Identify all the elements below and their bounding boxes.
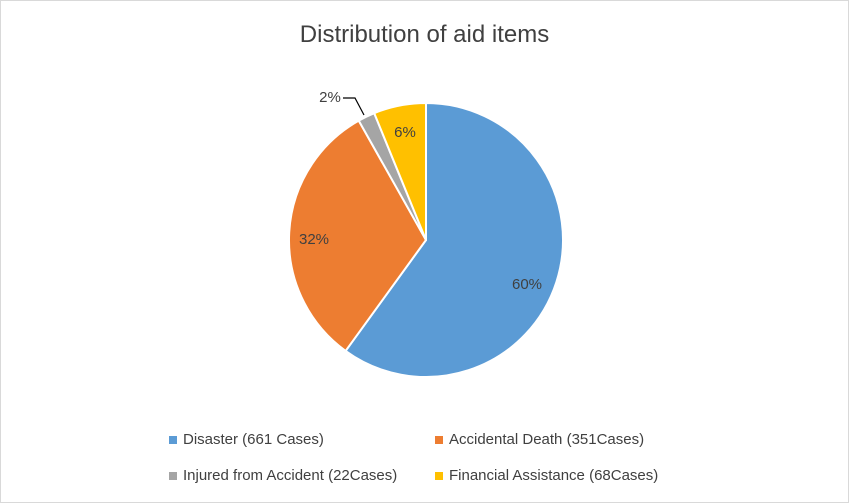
legend-label-accidental-death: Accidental Death (351Cases) <box>449 431 645 448</box>
pie-slice-financial-assistance <box>373 102 427 241</box>
legend-item-accidental-death: Accidental Death (351Cases) <box>435 431 644 448</box>
legend-item-injured: Injured from Accident (22Cases) <box>169 467 397 484</box>
legend-label-injured: Injured from Accident (22Cases) <box>183 467 398 484</box>
legend-swatch-accidental-death <box>435 435 443 444</box>
legend-swatch-injured <box>169 471 177 480</box>
chart-title: Distribution of aid items <box>299 21 550 48</box>
data-label-injured: 2% <box>319 89 341 106</box>
leader-line-injured <box>343 97 365 116</box>
legend-swatch-financial-assistance <box>435 471 443 480</box>
legend-label-financial-assistance: Financial Assistance (68Cases) <box>449 467 659 484</box>
legend-item-financial-assistance: Financial Assistance (68Cases) <box>435 467 658 484</box>
legend-item-disaster: Disaster (661 Cases) <box>169 431 324 448</box>
legend-swatch-disaster <box>169 435 177 444</box>
data-label-accidental-death: 32% <box>299 231 329 248</box>
legend-label-disaster: Disaster (661 Cases) <box>183 431 324 448</box>
pie-slice-accidental-death <box>288 119 427 352</box>
pie-slice-disaster <box>344 102 564 378</box>
data-label-disaster: 60% <box>512 276 542 293</box>
data-label-financial-assistance: 6% <box>394 124 416 141</box>
